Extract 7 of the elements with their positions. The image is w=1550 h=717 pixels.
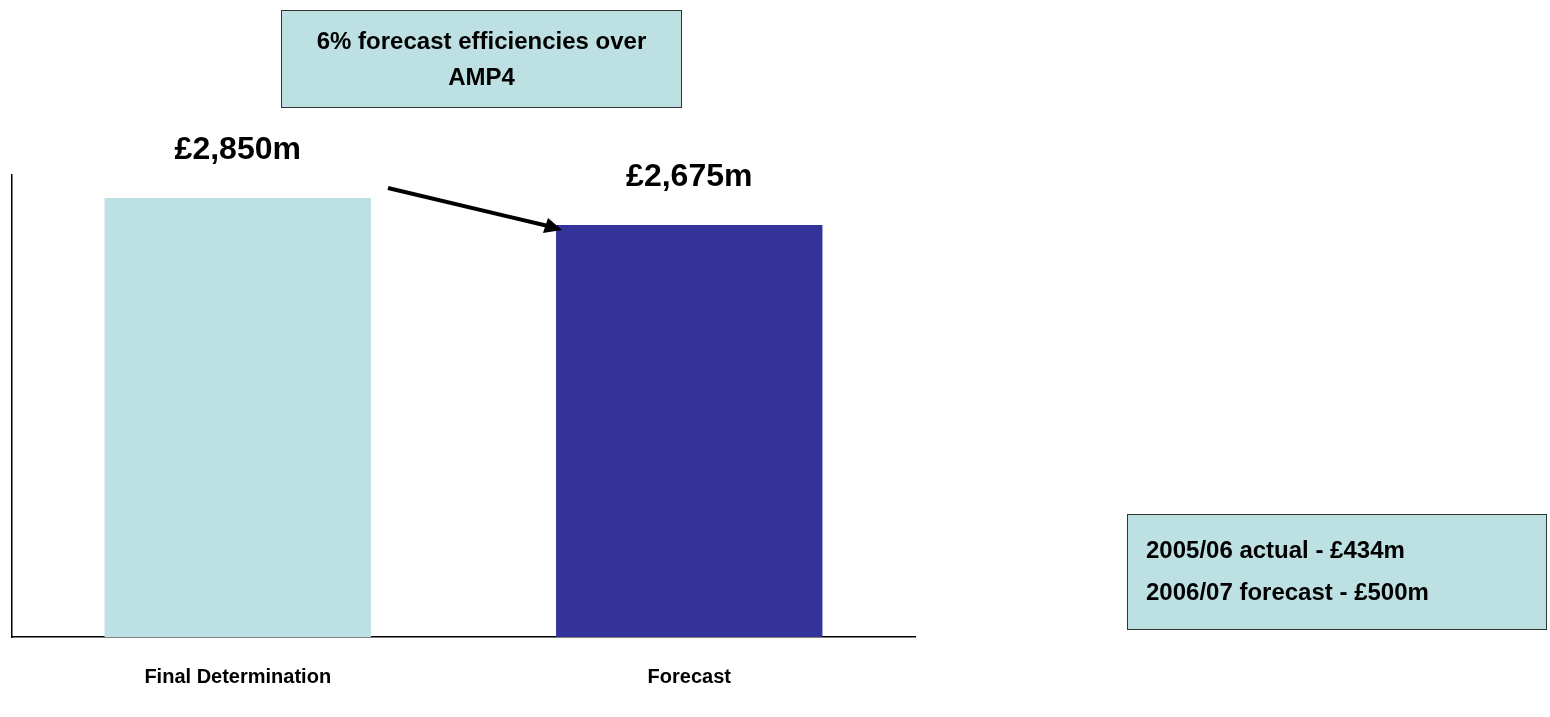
x-tick-label: Final Determination (144, 664, 332, 687)
data-label: £2,675m (626, 156, 753, 193)
text: 2006/07 forecast - £500m (1146, 577, 1430, 607)
x-tick-label: Forecast (647, 664, 732, 687)
data-label: £2,850m (174, 129, 301, 166)
text: 2005/06 actual - £434m (1146, 535, 1406, 565)
text: 6% forecast efficiencies over AMP4 (281, 10, 682, 108)
